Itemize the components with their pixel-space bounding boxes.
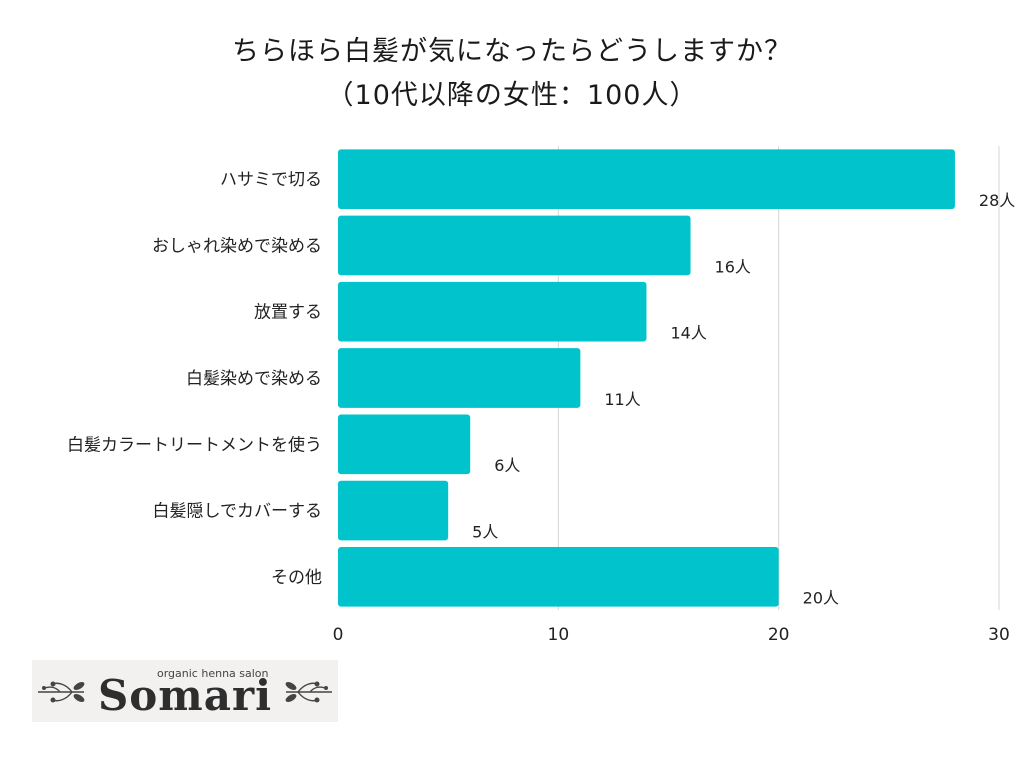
chart-subtitle: （10代以降の女性：100人） bbox=[326, 80, 698, 111]
category-label: 白髪染めで染める bbox=[186, 369, 322, 389]
value-label: 28人 bbox=[979, 191, 1015, 210]
x-tick-label: 0 bbox=[333, 625, 344, 645]
bar bbox=[338, 281, 647, 342]
x-tick-label: 30 bbox=[988, 625, 1010, 645]
bar bbox=[338, 547, 779, 607]
value-label: 14人 bbox=[670, 324, 706, 343]
value-label: 11人 bbox=[604, 390, 640, 409]
bar bbox=[338, 414, 471, 475]
category-label: その他 bbox=[271, 568, 322, 588]
somari-logo: organic henna salon Somari bbox=[32, 660, 338, 722]
value-label: 20人 bbox=[803, 589, 839, 608]
logo-name: Somari bbox=[97, 671, 273, 720]
x-tick-label: 20 bbox=[768, 625, 790, 645]
value-label: 6人 bbox=[494, 456, 520, 475]
logo-tagline: organic henna salon bbox=[157, 667, 269, 680]
chart-title: ちらほら白髪が気になったらどうしますか？ bbox=[232, 36, 792, 67]
category-label: 放置する bbox=[254, 303, 322, 323]
bar bbox=[338, 348, 581, 408]
value-label: 16人 bbox=[715, 257, 751, 276]
bar bbox=[338, 149, 955, 209]
x-tick-label: 10 bbox=[548, 625, 570, 645]
category-label: ハサミで切る bbox=[220, 170, 322, 190]
bar bbox=[338, 215, 691, 276]
value-label: 5人 bbox=[472, 522, 498, 541]
category-label: おしゃれ染めで染める bbox=[152, 236, 322, 256]
bar bbox=[338, 480, 449, 541]
category-label: 白髪カラートリートメントを使う bbox=[67, 434, 322, 455]
category-label: 白髪隠しでカバーする bbox=[153, 502, 323, 522]
leaf-ornament-icon bbox=[38, 681, 332, 703]
chart-title-block: ちらほら白髪が気になったらどうしますか？ （10代以降の女性：100人） bbox=[0, 30, 1024, 118]
